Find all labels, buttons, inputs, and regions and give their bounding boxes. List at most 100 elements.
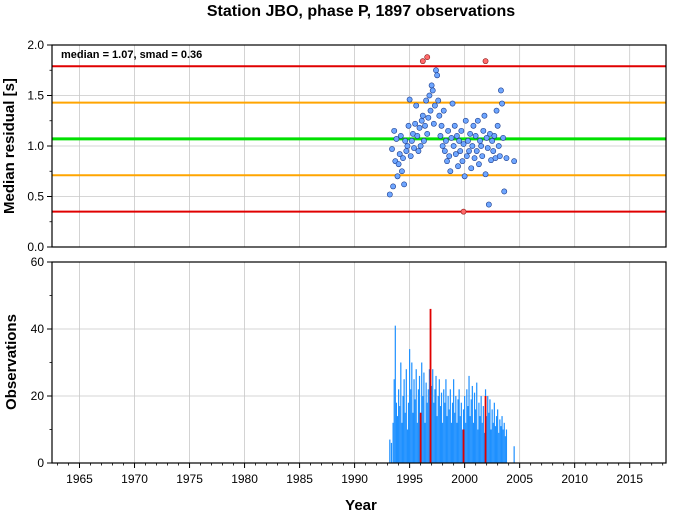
observation-bar [513,446,515,463]
observation-bar [413,379,415,463]
residual-y-tick-label: 0.0 [27,240,44,254]
observation-bar [480,396,482,463]
x-tick-label: 2015 [616,472,643,486]
residual-point [489,138,496,144]
observation-bar [479,416,481,463]
residual-point [413,102,420,109]
observation-bar [482,406,484,463]
residual-point [400,155,406,162]
residual-point [439,143,446,149]
residual-point [498,87,504,94]
observation-bar [406,429,409,463]
residual-point [511,158,518,165]
residual-y-ticks: 0.0 0.5 1.0 1.5 2.0 [27,38,52,254]
residual-point [472,132,479,139]
observation-bar [400,362,402,463]
observation-bar [451,402,454,463]
residual-point [419,112,426,119]
observation-bar [390,442,393,463]
observation-bar [425,382,427,463]
observation-bar [437,396,439,463]
observation-bar [453,379,455,463]
observation-bar [423,372,425,463]
observation-bar [411,362,413,463]
observation-bar [416,422,418,463]
residual-point [455,163,461,170]
residual-point [417,143,424,149]
residual-point [479,153,486,159]
residual-y-tick-label: 0.5 [27,190,44,204]
observation-bar [459,416,461,463]
observation-bar [470,399,472,463]
observation-bar [434,389,436,463]
residual-y-tick-label: 1.0 [27,139,44,153]
observation-bar [472,422,475,463]
residual-point [465,138,471,144]
observation-bar [422,396,424,463]
observation-bar [433,402,435,463]
observation-bar [490,429,492,463]
observation-bar [468,375,470,463]
observation-bar [475,409,477,463]
x-tick-label: 1975 [176,472,203,486]
residual-point [411,145,417,151]
observation-bar [446,416,448,463]
residual-point [426,92,433,99]
residual-point [421,138,427,144]
observations-y-tick-label: 20 [31,389,45,403]
residual-point [444,158,450,165]
residual-point [493,107,500,114]
residual-point [471,155,478,162]
observation-bar [499,419,501,463]
observation-bar [456,422,458,463]
x-tick-label: 1990 [341,472,368,486]
residual-y-tick-label: 2.0 [27,38,44,52]
observation-bar [395,402,398,463]
residual-point [391,127,398,134]
observation-bar [410,389,412,463]
highlight-bar [429,308,432,463]
observation-bar [471,385,473,463]
observation-bar [439,406,442,463]
observation-bar [421,362,423,463]
x-tick-label: 1985 [286,472,313,486]
residual-point [503,155,510,162]
observation-bar [427,389,429,463]
residual-point [422,122,428,129]
observation-bar [461,429,464,463]
residual-point [402,138,409,144]
residual-point [430,120,437,127]
outlier-point [460,208,467,215]
residual-point [454,132,460,139]
residual-point [414,132,421,139]
observation-bar [497,409,499,463]
residual-point [476,161,482,168]
observation-bar [428,369,431,463]
observation-bar [403,379,405,463]
residual-point [389,146,395,152]
residual-y-tick-label: 1.5 [27,89,44,103]
observation-bar [466,389,468,463]
observation-bar [483,432,486,463]
observations-panel: 0 20 40 60 1965 1970 1975 1980 1985 1990 1995 2000… [3,255,667,511]
residual-point [423,97,430,104]
residual-point [466,148,472,154]
residual-point [434,72,441,79]
residual-point [412,120,419,127]
residual-point [445,127,452,134]
observation-bar [503,422,505,463]
observation-bar [493,402,495,463]
residual-point [463,153,470,159]
residual-point [473,148,480,154]
residual-point [474,117,481,124]
residual-point [401,181,408,188]
observation-bar [442,422,444,463]
residual-point [397,132,404,139]
observation-bar [489,399,491,463]
residual-point [395,161,402,168]
x-axis-label: Year [345,497,377,511]
observation-bar [488,412,490,463]
residual-points [386,54,518,215]
residual-point [429,87,436,94]
residual-point [500,135,507,141]
